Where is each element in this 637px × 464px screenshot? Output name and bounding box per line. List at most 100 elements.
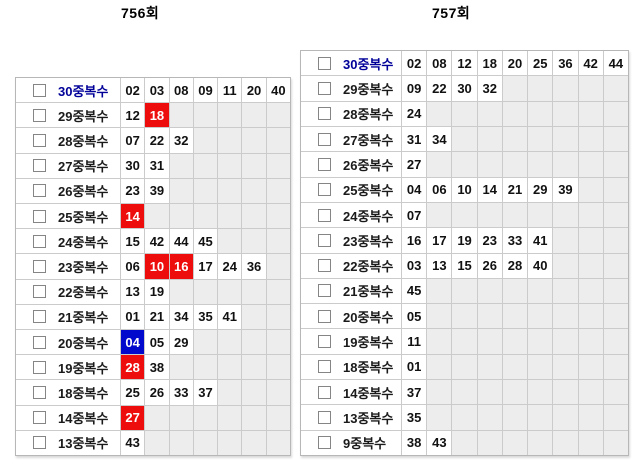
row-label-cell: 9중복수 (301, 430, 402, 455)
number-cell: 42 (578, 51, 604, 76)
row-label: 28중복수 (58, 134, 109, 149)
number-cell: 22 (145, 128, 170, 153)
number-cell: 17 (193, 254, 219, 279)
empty-cell (452, 380, 478, 405)
row-checkbox[interactable] (318, 284, 331, 298)
row-checkbox[interactable] (33, 108, 46, 122)
empty-cell (603, 405, 628, 430)
row-checkbox[interactable] (318, 335, 331, 349)
table-row: 24중복수 15 42 44 45 (16, 228, 290, 254)
table-row: 20중복수 05 (301, 303, 628, 329)
row-label: 19중복수 (58, 360, 109, 376)
row-label: 24중복수 (58, 234, 109, 250)
row-checkbox[interactable] (33, 436, 46, 450)
row-checkbox[interactable] (318, 259, 331, 273)
row-checkbox[interactable] (318, 436, 331, 450)
row-label-cell: 26중복수 (301, 152, 402, 177)
empty-cell (218, 355, 243, 380)
row-checkbox[interactable] (33, 260, 46, 274)
empty-cell (169, 103, 194, 128)
row-checkbox[interactable] (318, 183, 331, 197)
row-checkbox[interactable] (318, 107, 331, 121)
row-label: 22중복수 (58, 285, 109, 301)
row-checkbox[interactable] (33, 360, 46, 374)
row-checkbox[interactable] (318, 56, 331, 70)
empty-cell (578, 253, 604, 278)
row-checkbox[interactable] (318, 385, 331, 399)
row-checkbox[interactable] (33, 159, 46, 173)
empty-cell (266, 229, 290, 254)
empty-cell (218, 153, 243, 178)
empty-cell (528, 76, 554, 101)
number-cell: 34 (427, 126, 453, 152)
number-cell: 36 (242, 254, 267, 279)
row-label: 27중복수 (58, 159, 109, 175)
row-label: 25중복수 (343, 183, 394, 199)
row-checkbox[interactable] (33, 83, 46, 97)
table-row: 26중복수 23 39 (16, 177, 290, 204)
table-row: 30중복수 02 03 08 09 11 20 40 (16, 78, 290, 103)
row-label-cell: 25중복수 (301, 177, 402, 202)
row-checkbox[interactable] (318, 132, 331, 146)
number-cell: 35 (193, 304, 219, 330)
empty-cell (502, 152, 529, 177)
row-checkbox[interactable] (33, 386, 46, 400)
empty-cell (578, 177, 604, 202)
number-cell: 43 (427, 430, 453, 455)
table-row: 30중복수 02 08 12 18 20 25 36 42 44 (301, 51, 628, 76)
empty-cell (578, 304, 604, 329)
empty-cell (528, 329, 554, 354)
empty-cell (452, 354, 478, 380)
row-label: 22중복수 (343, 259, 394, 275)
empty-cell (502, 354, 529, 380)
number-cell: 27 (121, 405, 146, 430)
row-checkbox[interactable] (33, 411, 46, 425)
table-row: 28중복수 07 22 32 (16, 127, 290, 153)
empty-cell (528, 304, 554, 329)
empty-cell (603, 177, 628, 202)
row-checkbox[interactable] (33, 285, 46, 299)
row-checkbox[interactable] (318, 360, 331, 374)
row-checkbox[interactable] (318, 233, 331, 247)
row-checkbox[interactable] (33, 335, 46, 349)
row-label: 13중복수 (343, 411, 394, 427)
row-label: 30중복수 (58, 83, 109, 99)
empty-cell (553, 354, 579, 380)
empty-cell (502, 278, 529, 304)
empty-cell (218, 405, 243, 430)
number-cell: 25 (528, 51, 554, 76)
row-checkbox[interactable] (33, 209, 46, 223)
number-cell: 41 (218, 304, 243, 330)
empty-cell (528, 354, 554, 380)
empty-cell (477, 430, 503, 455)
row-checkbox[interactable] (318, 309, 331, 323)
row-label-cell: 28중복수 (16, 128, 121, 153)
row-checkbox[interactable] (318, 81, 331, 95)
row-checkbox[interactable] (33, 310, 46, 324)
row-checkbox[interactable] (33, 134, 46, 147)
number-cell: 42 (145, 229, 170, 254)
row-label-cell: 25중복수 (16, 204, 121, 229)
empty-cell (266, 103, 290, 128)
empty-cell (553, 405, 579, 430)
row-label: 28중복수 (343, 107, 394, 123)
row-label: 26중복수 (58, 184, 109, 200)
table-row: 25중복수 14 (16, 203, 290, 229)
row-checkbox[interactable] (318, 208, 331, 222)
row-checkbox[interactable] (318, 411, 331, 425)
row-label-cell: 21중복수 (301, 278, 402, 304)
empty-cell (193, 430, 219, 456)
row-label: 14중복수 (58, 411, 109, 427)
row-checkbox[interactable] (318, 157, 331, 171)
empty-cell (477, 304, 503, 329)
number-cell: 07 (121, 128, 146, 153)
number-cell: 40 (528, 253, 554, 278)
table-row: 29중복수 12 18 (16, 102, 290, 128)
number-cell: 23 (477, 228, 503, 253)
empty-cell (218, 204, 243, 229)
number-cell: 31 (145, 153, 170, 178)
row-checkbox[interactable] (33, 234, 46, 248)
row-label: 29중복수 (343, 81, 394, 97)
row-label: 29중복수 (58, 108, 109, 124)
row-checkbox[interactable] (33, 184, 46, 198)
